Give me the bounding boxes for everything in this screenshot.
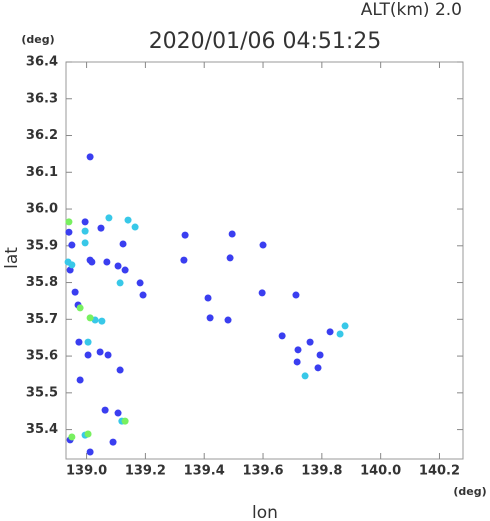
echo-point bbox=[86, 314, 94, 322]
y-tick-label: 35.9 bbox=[26, 238, 58, 253]
echo-point bbox=[84, 351, 92, 359]
echo-point bbox=[65, 228, 73, 236]
echo-point bbox=[278, 332, 286, 340]
echo-point bbox=[124, 216, 132, 224]
echo-point bbox=[65, 218, 73, 226]
y-tick-label: 36.4 bbox=[26, 55, 58, 70]
y-tick-label: 36.0 bbox=[26, 202, 58, 217]
echo-point bbox=[105, 214, 113, 222]
x-tick-label: 139.8 bbox=[301, 464, 342, 479]
y-tick-label: 36.3 bbox=[26, 91, 58, 106]
echo-point bbox=[81, 218, 89, 226]
y-tick-label: 35.5 bbox=[26, 385, 58, 400]
echo-point bbox=[228, 230, 236, 238]
echo-point bbox=[119, 240, 127, 248]
echo-point bbox=[204, 294, 212, 302]
y-tick-label: 36.2 bbox=[26, 128, 58, 143]
echo-point bbox=[76, 376, 84, 384]
x-tick-label: 139.2 bbox=[125, 464, 166, 479]
echo-point bbox=[68, 241, 76, 249]
y-tick-label: 35.4 bbox=[26, 422, 58, 437]
echo-point bbox=[121, 417, 129, 425]
echo-point bbox=[259, 241, 267, 249]
echo-point bbox=[86, 153, 94, 161]
echo-point bbox=[301, 372, 309, 380]
plot-frame bbox=[65, 61, 464, 460]
echo-point bbox=[306, 338, 314, 346]
echo-point bbox=[96, 348, 104, 356]
echo-point bbox=[116, 279, 124, 287]
echo-point bbox=[71, 288, 79, 296]
echo-point bbox=[88, 258, 96, 266]
chart-title: 2020/01/06 04:51:25 bbox=[149, 29, 382, 54]
echo-point bbox=[109, 438, 117, 446]
echo-point bbox=[68, 261, 76, 269]
echo-point bbox=[341, 322, 349, 330]
echo-point bbox=[180, 256, 188, 264]
x-tick-label: 139.6 bbox=[242, 464, 283, 479]
echo-point bbox=[98, 317, 106, 325]
echo-point bbox=[139, 291, 147, 299]
echo-point bbox=[121, 266, 129, 274]
echo-point bbox=[224, 316, 232, 324]
x-axis-label: lon bbox=[252, 503, 278, 521]
echo-point bbox=[206, 314, 214, 322]
x-tick-label: 140.2 bbox=[419, 464, 460, 479]
echo-point bbox=[68, 433, 76, 441]
echo-point bbox=[292, 291, 300, 299]
echo-point bbox=[293, 358, 301, 366]
x-tick-label: 140.0 bbox=[360, 464, 401, 479]
x-tick-label: 139.4 bbox=[184, 464, 225, 479]
y-tick-label: 35.6 bbox=[26, 349, 58, 364]
echo-point bbox=[136, 279, 144, 287]
altitude-label: ALT(km) 2.0 bbox=[361, 0, 462, 20]
echo-point bbox=[84, 430, 92, 438]
echo-point bbox=[326, 328, 334, 336]
echo-point bbox=[81, 239, 89, 247]
echo-point bbox=[314, 364, 322, 372]
y-tick-label: 35.7 bbox=[26, 312, 58, 327]
echo-point bbox=[76, 304, 84, 312]
echo-point bbox=[114, 262, 122, 270]
y-unit: (deg) bbox=[21, 33, 54, 46]
echo-point bbox=[181, 231, 189, 239]
echo-point bbox=[116, 366, 124, 374]
y-tick-label: 35.8 bbox=[26, 275, 58, 290]
echo-point bbox=[258, 289, 266, 297]
x-unit: (deg) bbox=[453, 485, 486, 498]
echo-point bbox=[101, 406, 109, 414]
y-tick-label: 36.1 bbox=[26, 165, 58, 180]
echo-point bbox=[75, 338, 83, 346]
echo-point bbox=[316, 351, 324, 359]
echo-point bbox=[86, 448, 94, 456]
echo-point bbox=[104, 351, 112, 359]
echo-point bbox=[336, 330, 344, 338]
echo-point bbox=[97, 224, 105, 232]
echo-point bbox=[84, 338, 92, 346]
echo-point bbox=[81, 227, 89, 235]
echo-point bbox=[114, 409, 122, 417]
x-tick-label: 139.0 bbox=[66, 464, 107, 479]
echo-point bbox=[131, 223, 139, 231]
echo-point bbox=[226, 254, 234, 262]
echo-point bbox=[294, 346, 302, 354]
y-axis-label: lat bbox=[2, 247, 22, 269]
echo-point bbox=[103, 258, 111, 266]
